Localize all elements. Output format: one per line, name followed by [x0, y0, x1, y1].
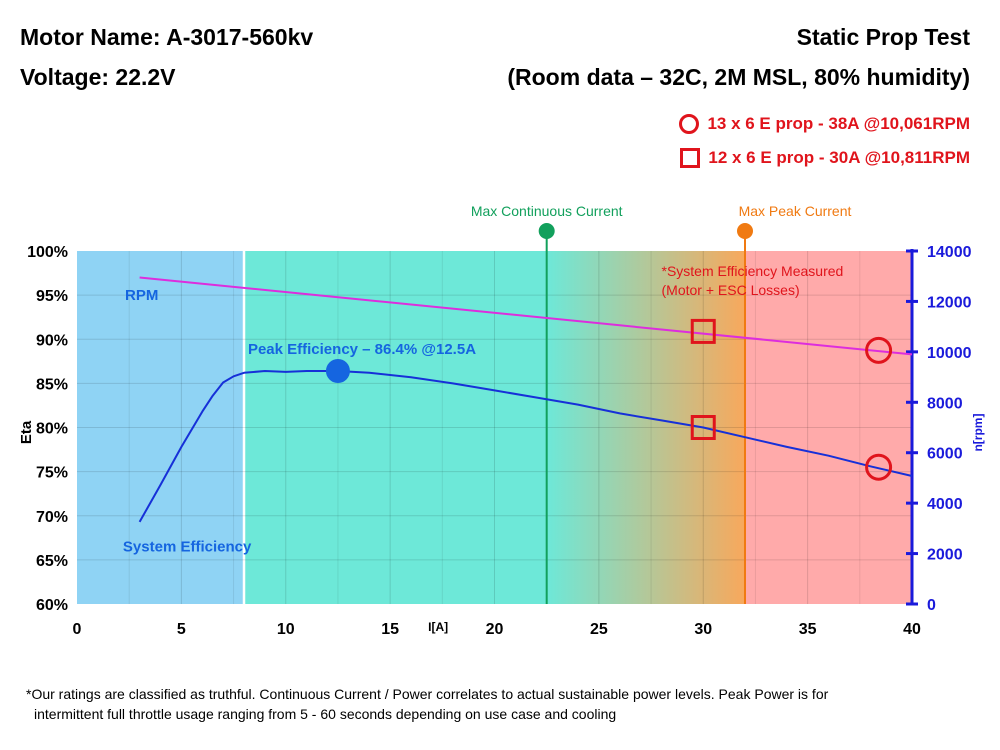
x-tick-label: 25: [590, 621, 608, 638]
region-1: [244, 251, 547, 604]
annotation-line-1: (Motor + ESC Losses): [662, 282, 800, 298]
y-left-tick-label: 100%: [27, 244, 68, 261]
chart-labels: Max Continuous Current Max Peak Current Pe…: [123, 203, 852, 556]
vline-label-1: Max Peak Current: [739, 203, 852, 219]
peak-efficiency-point: [325, 359, 350, 384]
legend-square-entry: 12 x 6 E prop - 30A @10,811RPM: [680, 148, 970, 168]
motor-name-title: Motor Name: A-3017-560kv: [20, 24, 314, 50]
y-right-tick-label: 14000: [927, 244, 972, 261]
chart-series: [138, 231, 913, 604]
y-left-tick-label: 90%: [36, 332, 68, 349]
y-left-tick-label: 60%: [36, 597, 68, 614]
series-line-0: [138, 370, 913, 523]
y-left-tick-label: 75%: [36, 465, 68, 482]
series-label-0: RPM: [125, 287, 158, 304]
x-tick-label: 20: [486, 621, 504, 638]
test-title: Static Prop Test: [796, 24, 970, 50]
peak-efficiency-label: Peak Efficiency – 86.4% @12.5A: [248, 341, 476, 358]
y-right-tick-label: 10000: [927, 345, 972, 362]
circle-marker-3: [865, 453, 893, 481]
region-0: [77, 251, 244, 604]
vline-dot-0: [538, 223, 555, 239]
square-marker-0: [690, 318, 716, 344]
legend-square-label: 12 x 6 E prop - 30A @10,811RPM: [708, 148, 970, 167]
voltage-title: Voltage: 22.2V: [20, 64, 176, 90]
square-marker-icon: [680, 148, 701, 168]
y-right-tick-label: 0: [927, 597, 936, 614]
chart-axes: 60% 65% 70% 75% 80% 85% 90% 95% 100% Eta 0 5 10 15 20 2…: [18, 244, 985, 638]
efficiency-rpm-chart: 60% 65% 70% 75% 80% 85% 90% 95% 100% Eta 0 5 10 15 20 2…: [18, 203, 985, 638]
y-left-axis-label: Eta: [18, 420, 35, 444]
square-marker-1: [690, 415, 716, 440]
y-right-tick-label: 8000: [927, 395, 963, 412]
footnote-line-2: intermittent full throttle usage ranging…: [34, 706, 617, 722]
x-tick-label: 5: [177, 621, 186, 638]
chart-markers: [325, 223, 893, 481]
vline-label-0: Max Continuous Current: [471, 203, 623, 219]
circle-marker-icon: [679, 114, 700, 134]
y-left-tick-label: 70%: [36, 509, 68, 526]
y-left-tick-label: 95%: [36, 288, 68, 305]
annotation-line-0: *System Efficiency Measured: [662, 263, 844, 279]
series-label-1: System Efficiency: [123, 539, 252, 556]
footnote-line-1: *Our ratings are classified as truthful.…: [26, 686, 829, 702]
x-tick-label: 30: [694, 621, 712, 638]
x-tick-label: 15: [381, 621, 399, 638]
y-right-tick-label: 6000: [927, 446, 963, 463]
y-left-tick-label: 80%: [36, 421, 68, 438]
legend-circle-label: 13 x 6 E prop - 38A @10,061RPM: [707, 114, 970, 133]
series-line-1: [139, 276, 913, 356]
region-3: [745, 251, 912, 604]
x-tick-label: 40: [903, 621, 921, 638]
x-axis-label: I[A]: [428, 620, 448, 634]
x-tick-label: 35: [799, 621, 817, 638]
y-right-tick-label: 12000: [927, 294, 972, 311]
x-tick-label: 10: [277, 621, 295, 638]
chart-regions: [77, 251, 912, 604]
legend-circle-entry: 13 x 6 E prop - 38A @10,061RPM: [679, 114, 970, 134]
y-right-tick-label: 2000: [927, 547, 963, 564]
y-left-tick-label: 65%: [36, 553, 68, 570]
x-tick-label: 0: [73, 621, 82, 638]
room-data-subtitle: (Room data – 32C, 2M MSL, 80% humidity): [507, 64, 970, 90]
y-left-tick-label: 85%: [36, 376, 68, 393]
y-right-tick-label: 4000: [927, 496, 963, 513]
footnote: *Our ratings are classified as truthful.…: [26, 684, 976, 724]
vline-dot-1: [737, 223, 753, 239]
y-right-axis-label: n[rpm]: [971, 414, 985, 452]
circle-marker-2: [865, 336, 893, 364]
region-2: [546, 251, 745, 604]
